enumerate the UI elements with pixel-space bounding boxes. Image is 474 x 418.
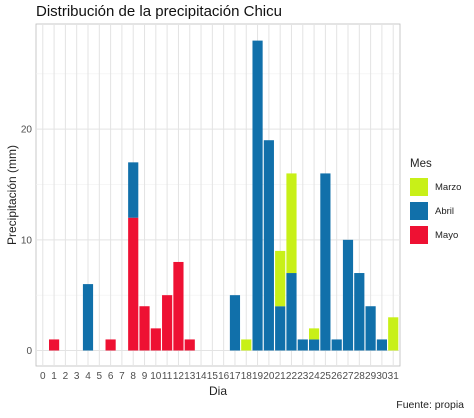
x-tick-label: 30 bbox=[376, 371, 388, 382]
bar-abril-day-27 bbox=[342, 239, 354, 351]
legend-item-mayo: Mayo bbox=[410, 223, 461, 247]
bar-abril-day-26 bbox=[331, 339, 342, 351]
y-tick-label: 20 bbox=[21, 125, 33, 136]
bar-abril-day-30 bbox=[376, 339, 387, 351]
x-tick-label: 19 bbox=[252, 371, 264, 382]
x-tick-label: 16 bbox=[218, 371, 230, 382]
bar-mayo-day-10 bbox=[150, 328, 161, 351]
x-tick-label: 8 bbox=[130, 371, 136, 382]
bar-abril-day-17 bbox=[229, 295, 241, 351]
bar-mayo-day-9 bbox=[139, 306, 150, 351]
legend-swatch-mayo bbox=[410, 226, 428, 244]
x-tick-label: 3 bbox=[74, 371, 80, 382]
x-tick-label: 21 bbox=[275, 371, 287, 382]
bar-mayo-day-12 bbox=[173, 261, 184, 351]
x-tick-label: 22 bbox=[286, 371, 298, 382]
chart-title: Distribución de la precipitación Chicu bbox=[36, 3, 282, 20]
x-tick-label: 6 bbox=[108, 371, 114, 382]
bar-marzo-day-24 bbox=[309, 328, 320, 340]
x-tick-label: 2 bbox=[63, 371, 69, 382]
x-tick-label: 26 bbox=[331, 371, 343, 382]
bar-abril-day-22 bbox=[286, 273, 297, 351]
bar-mayo-day-13 bbox=[184, 339, 195, 351]
bar-marzo-day-21 bbox=[275, 250, 286, 307]
x-tick-label: 17 bbox=[229, 371, 241, 382]
x-tick-label: 7 bbox=[119, 371, 125, 382]
x-tick-label: 29 bbox=[365, 371, 377, 382]
x-tick-label: 5 bbox=[97, 371, 103, 382]
bar-mayo-day-6 bbox=[105, 339, 116, 351]
x-tick-label: 13 bbox=[184, 371, 196, 382]
legend-label-mayo: Mayo bbox=[435, 229, 459, 241]
bar-abril-day-4 bbox=[82, 284, 94, 351]
x-tick-label: 24 bbox=[309, 371, 321, 382]
x-tick-label: 15 bbox=[207, 371, 219, 382]
plot-panel bbox=[35, 23, 401, 367]
bar-abril-day-19 bbox=[252, 40, 263, 351]
bar-abril-day-25 bbox=[320, 173, 331, 351]
x-tick-label: 9 bbox=[142, 371, 148, 382]
legend-label-marzo: Marzo bbox=[435, 181, 462, 193]
x-tick-label: 14 bbox=[195, 371, 207, 382]
chart-caption: Fuente: propia bbox=[396, 399, 464, 411]
legend-item-abril: Abril bbox=[410, 199, 461, 223]
bar-marzo-day-22 bbox=[286, 173, 297, 274]
bar-abril-day-28 bbox=[354, 273, 365, 351]
legend-item-marzo: Marzo bbox=[410, 175, 461, 199]
bar-mayo-day-1 bbox=[49, 339, 60, 351]
x-tick-label: 10 bbox=[150, 371, 162, 382]
x-tick-label: 1 bbox=[51, 371, 57, 382]
legend-swatch-marzo bbox=[410, 178, 428, 196]
bar-marzo-day-18 bbox=[241, 339, 252, 351]
legend-title: Mes bbox=[410, 158, 432, 170]
x-tick-label: 0 bbox=[40, 371, 46, 382]
bar-abril-day-20 bbox=[263, 140, 274, 351]
x-axis-title: Dia bbox=[209, 384, 227, 398]
bar-marzo-day-31 bbox=[388, 317, 399, 351]
x-tick-label: 23 bbox=[297, 371, 309, 382]
y-axis-title: Precipitación (mm) bbox=[5, 145, 19, 245]
bar-abril-day-8 bbox=[128, 162, 139, 218]
bar-abril-day-29 bbox=[365, 306, 376, 351]
x-tick-label: 20 bbox=[263, 371, 275, 382]
legend-label-abril: Abril bbox=[435, 205, 455, 217]
x-tick-label: 11 bbox=[162, 371, 173, 382]
x-tick-label: 27 bbox=[342, 371, 354, 382]
x-tick-label: 18 bbox=[241, 371, 253, 382]
x-tick-label: 28 bbox=[354, 371, 366, 382]
y-tick-label: 10 bbox=[21, 235, 33, 246]
bar-mayo-day-8 bbox=[128, 217, 139, 351]
y-tick-label: 0 bbox=[26, 346, 32, 357]
legend: Mes Marzo Abril Mayo bbox=[410, 158, 461, 247]
x-tick-label: 12 bbox=[173, 371, 185, 382]
x-tick-label: 4 bbox=[85, 371, 91, 382]
bar-abril-day-21 bbox=[275, 306, 286, 351]
bar-abril-day-23 bbox=[297, 339, 308, 351]
x-tick-label: 25 bbox=[320, 371, 332, 382]
legend-swatch-abril bbox=[410, 202, 428, 220]
x-tick-label: 31 bbox=[388, 371, 400, 382]
bar-mayo-day-11 bbox=[162, 295, 173, 351]
bar-abril-day-24 bbox=[309, 339, 320, 351]
